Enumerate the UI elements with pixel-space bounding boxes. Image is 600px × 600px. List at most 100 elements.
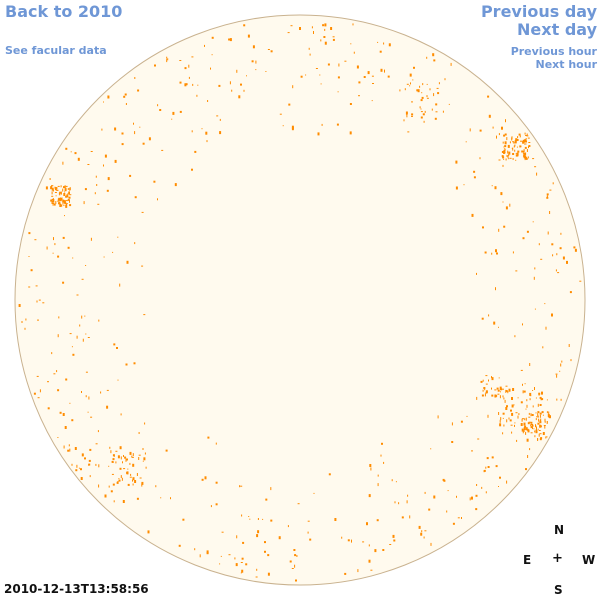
plage-dot [270,519,273,522]
plage-dot [504,145,507,148]
next-day-link[interactable]: Next day [517,20,597,39]
plage-dot [514,140,517,144]
plage-dot [51,185,54,187]
plage-dot [68,191,70,194]
plage-dot [194,548,196,551]
plage-dot [546,411,548,414]
plage-dot [419,106,421,109]
plage-dot [525,431,527,435]
plage-dot [381,442,383,445]
plage-dot [21,321,23,323]
plage-dot [115,450,118,452]
plage-dot [242,541,245,544]
plage-dot [420,532,423,536]
plage-dot [108,95,110,98]
plage-dot [368,544,370,547]
plage-dot [520,423,523,426]
plage-dot [308,47,310,50]
plage-dot [520,369,523,371]
plage-dot [506,480,508,484]
plage-dot [557,272,560,274]
plage-dot [229,81,231,85]
plage-dot [512,141,515,143]
plage-dot [516,146,518,148]
plage-dot [238,95,241,99]
plage-dot [548,411,550,415]
plage-dot [376,519,379,522]
plage-dot [88,396,90,400]
plage-dot [184,67,187,70]
plage-dot [522,139,525,143]
plage-dot [191,56,194,58]
plage-dot [205,131,208,135]
plage-dot [64,185,66,189]
plage-dot [74,447,77,450]
plage-dot [57,185,60,187]
plage-dot [409,73,412,77]
plage-dot [245,563,248,566]
plage-dot [494,394,497,398]
plage-dot [512,142,515,144]
plage-dot [526,399,528,402]
previous-hour-link[interactable]: Previous hour [510,45,597,58]
previous-day-link[interactable]: Previous day [480,2,597,21]
plage-dot [509,419,512,422]
plage-dot [517,150,520,153]
plage-dot [368,559,371,563]
plage-dot [89,448,92,451]
plage-dot [542,346,544,349]
plage-dot [471,213,474,217]
plage-dot [119,467,122,470]
plage-dot [488,314,490,317]
plage-dot [28,286,31,288]
plage-dot [115,461,117,464]
plage-dot [116,481,119,484]
plage-dot [231,89,233,92]
plage-dot [366,522,368,526]
plage-dot [188,76,190,79]
plage-dot [525,417,527,421]
plage-dot [371,75,374,77]
plage-dot [81,315,83,319]
plage-dot [547,421,548,423]
plage-dot [82,338,84,342]
plage-dot [52,198,54,200]
plage-dot [113,500,115,503]
plage-dot [358,95,360,97]
plage-dot [127,483,130,486]
plage-dot [307,520,310,522]
plage-dot [63,193,66,196]
plage-dot [204,44,205,47]
plage-dot [119,283,121,287]
plage-dot [216,115,219,117]
see-facular-data-link[interactable]: See facular data [5,44,107,57]
plage-dot [544,420,546,423]
plage-dot [324,28,326,31]
plage-dot [487,95,490,98]
plage-dot [121,132,124,135]
plage-dot [114,159,117,163]
next-hour-link[interactable]: Next hour [535,58,598,71]
plage-dot [58,197,61,201]
back-to-year-link[interactable]: Back to 2010 [5,2,123,21]
plage-dot [59,411,62,414]
plage-dot [512,158,514,160]
plage-dot [504,148,506,151]
plage-dot [541,391,543,395]
plage-dot [377,483,379,487]
plage-dot [95,175,97,178]
plage-dot [505,385,508,387]
solar-disk-outline [14,14,586,586]
plage-dot [488,114,491,118]
plage-dot [192,83,194,86]
plage-dot [201,478,204,481]
plage-dot [249,518,251,520]
plage-dot [515,412,518,414]
plage-dot [502,395,504,398]
plage-dot [270,50,273,53]
plage-dot [511,136,513,140]
plage-dot [129,174,132,177]
plage-dot [210,505,212,508]
plage-dot [540,397,542,401]
plage-dot [491,185,493,187]
